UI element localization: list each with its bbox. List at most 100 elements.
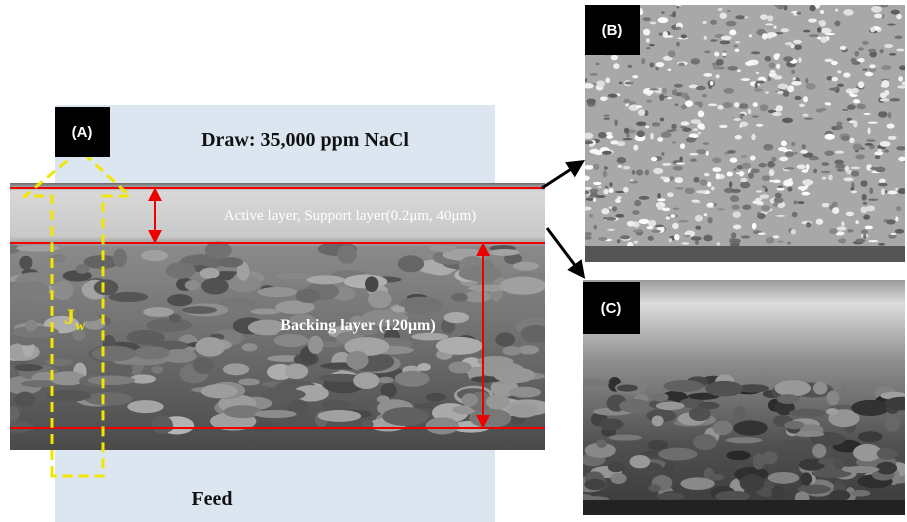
texture-grain [242,343,258,351]
texture-grain [875,155,880,159]
texture-grain [760,104,769,111]
panel-label: (A) [72,124,93,141]
texture-grain [837,226,847,230]
texture-grain [846,212,854,217]
texture-grain [755,82,758,88]
texture-grain [584,165,593,170]
texture-grain [647,440,668,450]
texture-grain [740,178,747,182]
texture-grain [655,67,659,70]
texture-grain [739,114,745,117]
texture-grain [733,45,737,48]
texture-grain [698,110,705,117]
texture-grain [778,83,788,89]
texture-grain [392,306,405,313]
texture-grain [596,439,607,448]
texture-grain [826,391,839,406]
texture-grain [661,132,672,138]
texture-grain [868,128,871,135]
texture-grain [674,177,683,183]
texture-grain [459,265,502,281]
texture-grain [774,380,811,396]
texture-grain [774,25,777,28]
texture-grain [896,14,902,19]
texture-grain [703,21,707,24]
texture-grain [712,167,721,172]
texture-grain [617,384,638,391]
texture-grain [791,142,795,146]
texture-grain [813,382,828,395]
texture-grain [791,229,796,234]
texture-grain [722,102,732,108]
texture-grain [660,176,666,179]
texture-grain [792,212,798,218]
texture-grain [853,143,863,150]
texture-grain [583,83,593,88]
texture-grain [860,180,867,187]
texture-grain [745,61,753,66]
texture-grain [645,126,649,129]
texture-grain [684,235,691,237]
texture-grain [832,207,839,214]
texture-grain [633,230,643,233]
texture-grain [509,387,542,398]
texture-grain [353,372,379,389]
texture-grain [870,27,875,33]
texture-grain [738,103,748,109]
texture-grain [652,415,664,426]
texture-grain [851,490,870,497]
texture-grain [146,318,192,332]
texture-grain [659,94,664,101]
texture-grain [691,236,702,240]
texture-grain [598,132,607,138]
texture-grain [758,163,766,168]
texture-grain [760,194,770,199]
texture-grain [661,152,664,156]
texture-grain [800,150,808,154]
texture-grain [648,236,654,241]
texture-grain [630,179,634,181]
texture-grain [870,167,877,170]
texture-grain [710,39,717,42]
texture-grain [878,243,885,246]
texture-grain [238,378,260,385]
texture-grain [582,236,592,240]
texture-grain [889,98,900,101]
texture-grain [620,235,630,239]
texture-grain [627,221,635,227]
texture-grain [816,219,824,225]
texture-grain [254,422,281,432]
texture-grain [852,88,859,94]
texture-grain [624,128,629,134]
texture-grain [707,203,714,207]
texture-grain [726,171,733,176]
texture-grain [615,214,624,218]
texture-grain [632,75,638,78]
texture-grain [649,44,655,46]
texture-grain [643,17,651,21]
texture-grain [798,57,801,62]
texture-grain [76,264,90,274]
texture-grain [651,230,660,233]
texture-grain [733,211,741,217]
texture-grain [668,68,672,71]
texture-grain [887,190,897,194]
texture-grain [802,114,808,117]
texture-grain [717,208,725,210]
texture-grain [85,392,133,406]
texture-grain [850,94,858,97]
texture-grain [860,147,864,149]
texture-grain [735,41,740,43]
texture-grain [698,101,702,107]
texture-grain [777,91,783,95]
texture-grain [758,233,766,235]
texture-grain [837,84,844,87]
texture-grain [818,21,823,25]
backing-layer-label: Backing layer (120μm) [280,317,435,334]
texture-grain [195,337,225,357]
texture-grain [657,137,663,142]
texture-grain [639,196,650,200]
texture-grain [835,9,838,12]
texture-grain [867,122,878,124]
texture-grain [595,195,606,198]
